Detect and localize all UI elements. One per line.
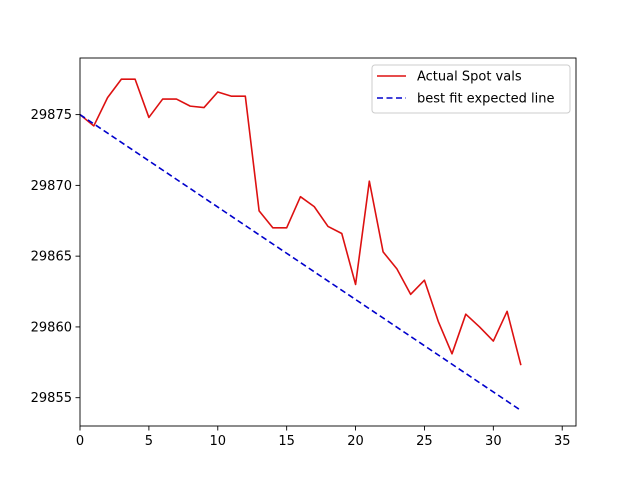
x-axis: 0 5 10 15 20 25 30 35 [76, 426, 571, 449]
plot-area [80, 58, 576, 426]
x-tick-label: 30 [485, 434, 502, 449]
series-line-2 [80, 113, 522, 412]
y-tick-label: 29860 [31, 320, 72, 335]
legend: Actual Spot vals best fit expected line [371, 64, 571, 114]
x-tick-label: 20 [347, 434, 364, 449]
y-axis: 29855 29860 29865 29870 29875 [31, 108, 80, 406]
y-tick-label: 29875 [31, 108, 72, 123]
series-layer [80, 78, 522, 412]
legend-label-1: Actual Spot vals [417, 70, 522, 85]
series-line-1 [80, 78, 522, 366]
legend-box [371, 64, 571, 114]
x-tick-label: 35 [554, 434, 571, 449]
y-tick-label: 29855 [31, 391, 72, 406]
plot-frame [79, 57, 577, 427]
x-tick-label: 25 [416, 434, 433, 449]
y-tick-label: 29870 [31, 179, 72, 194]
x-tick-label: 5 [145, 434, 153, 449]
plot-background [80, 58, 576, 426]
axes-frame [79, 57, 577, 427]
x-tick-label: 15 [278, 434, 295, 449]
y-tick-label: 29865 [31, 250, 72, 265]
x-tick-label: 0 [76, 434, 84, 449]
x-tick-label: 10 [210, 434, 227, 449]
legend-label-2: best fit expected line [417, 92, 554, 107]
